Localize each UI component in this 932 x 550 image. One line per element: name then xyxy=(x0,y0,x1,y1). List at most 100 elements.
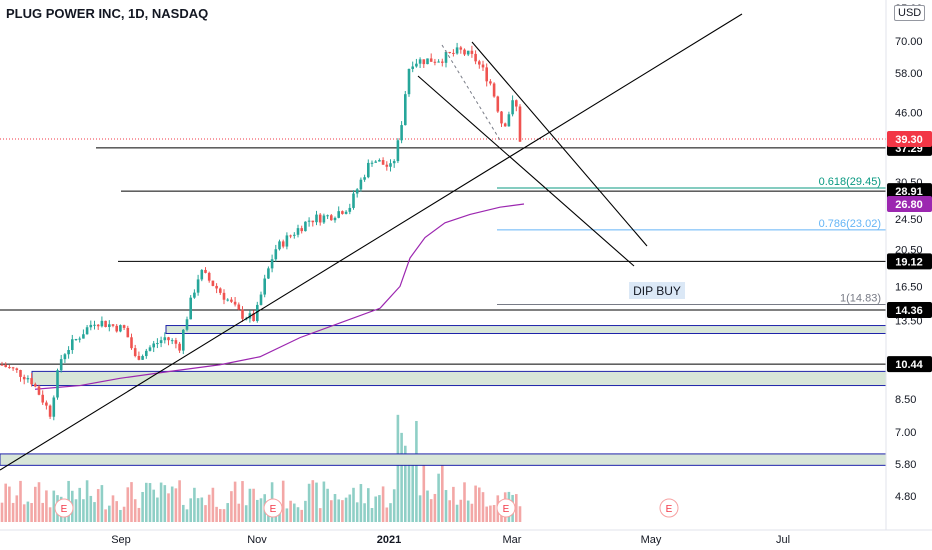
candle-body xyxy=(34,384,37,387)
price-badge xyxy=(887,356,932,373)
volume-bar xyxy=(200,497,204,522)
volume-bar xyxy=(244,505,248,522)
x-tick-label: Mar xyxy=(503,534,522,546)
candle-body xyxy=(226,299,229,301)
volume-bar xyxy=(311,480,315,522)
candle-body xyxy=(30,378,33,385)
y-tick-label: 16.50 xyxy=(895,281,923,293)
volume-bar xyxy=(248,488,252,522)
candle-body xyxy=(355,189,359,194)
volume-bar xyxy=(74,499,78,522)
candle-body xyxy=(137,355,141,360)
volume-bar xyxy=(392,489,396,522)
candle-body xyxy=(478,61,481,65)
candle-body xyxy=(170,340,174,342)
candle-body xyxy=(463,49,466,55)
volume-bar xyxy=(330,500,333,522)
volume-bar xyxy=(455,504,459,522)
volume-bar xyxy=(441,462,444,522)
candle-body xyxy=(518,106,522,142)
volume-bar xyxy=(378,495,381,522)
volume-bar xyxy=(281,480,285,522)
trend-lines xyxy=(0,13,743,471)
volume-bar xyxy=(466,500,470,522)
earnings-marker-label: E xyxy=(666,504,673,515)
candle-body xyxy=(241,309,244,319)
support-zone xyxy=(165,325,887,334)
candle-body xyxy=(474,53,477,62)
candle-body xyxy=(489,81,492,84)
candle-body xyxy=(108,324,111,327)
volume-bar xyxy=(318,508,322,522)
y-tick-label: 70.00 xyxy=(895,36,923,48)
earnings-marker xyxy=(659,498,679,518)
x-tick-label: Nov xyxy=(247,534,267,546)
volume-bar xyxy=(355,502,359,522)
candle-body xyxy=(378,160,381,162)
volume-bar xyxy=(96,489,100,522)
earnings-marker xyxy=(54,498,74,518)
volume-bar xyxy=(26,501,30,522)
candle-body xyxy=(0,364,4,366)
candle-body xyxy=(404,94,407,126)
volume-bar xyxy=(15,495,19,522)
earnings-marker-label: E xyxy=(503,504,510,515)
volume-bar xyxy=(352,487,355,522)
price-badge xyxy=(887,131,932,148)
candle-body xyxy=(178,343,181,351)
price-badge xyxy=(887,196,932,213)
volume-bar xyxy=(470,503,474,522)
candle-body xyxy=(22,376,26,380)
candle-body xyxy=(396,140,400,162)
volume-bar xyxy=(315,482,318,522)
volume-bar xyxy=(34,486,37,522)
volume-bar xyxy=(326,488,329,522)
volume-bar xyxy=(130,482,133,522)
fib-label: 1(14.83) xyxy=(840,292,881,304)
candle-body xyxy=(352,193,355,208)
candle-body xyxy=(115,325,118,332)
volume-bar xyxy=(41,502,44,522)
volume-bar xyxy=(0,502,4,522)
candle-body xyxy=(48,405,52,417)
candle-body xyxy=(100,320,104,327)
candle-body xyxy=(152,343,155,348)
earnings-marker xyxy=(263,498,283,518)
y-tick-label: 5.80 xyxy=(895,459,916,471)
annotation-label: DIP BUY xyxy=(633,284,681,298)
volume-bar xyxy=(411,463,414,522)
volume-bar xyxy=(82,499,85,522)
candle-body xyxy=(407,68,411,95)
y-tick-label: 7.00 xyxy=(895,427,916,439)
earnings-marker xyxy=(496,498,516,518)
candle-body xyxy=(400,125,403,141)
volume-bar xyxy=(233,481,237,522)
volume-bar xyxy=(159,482,163,522)
volume-bar xyxy=(433,493,437,522)
candle-body xyxy=(392,161,396,164)
volume-bar xyxy=(230,491,233,522)
trend-line xyxy=(417,75,635,267)
candle-body xyxy=(359,179,363,190)
volume-bar xyxy=(337,499,340,522)
x-tick-label: May xyxy=(641,534,662,546)
candle-body xyxy=(341,211,344,214)
volume-bar xyxy=(492,505,496,522)
volume-bar xyxy=(481,492,485,522)
volume-bar xyxy=(52,490,56,522)
candle-body xyxy=(496,96,500,112)
price-badge-label: 39.30 xyxy=(895,134,923,146)
currency-button[interactable]: USD xyxy=(894,5,926,21)
candle-body xyxy=(71,339,74,351)
volume-bar xyxy=(222,509,226,522)
fib-label: 0.786(23.02) xyxy=(819,218,881,230)
moving-average xyxy=(34,203,525,390)
volume-bar xyxy=(174,488,178,522)
candle-body xyxy=(252,313,255,322)
candle-body xyxy=(45,402,48,406)
fib-label: 0.618(29.45) xyxy=(819,176,881,188)
price-badge-label: 28.91 xyxy=(895,186,923,198)
candle-body xyxy=(485,67,488,82)
volume-bar xyxy=(389,503,392,522)
